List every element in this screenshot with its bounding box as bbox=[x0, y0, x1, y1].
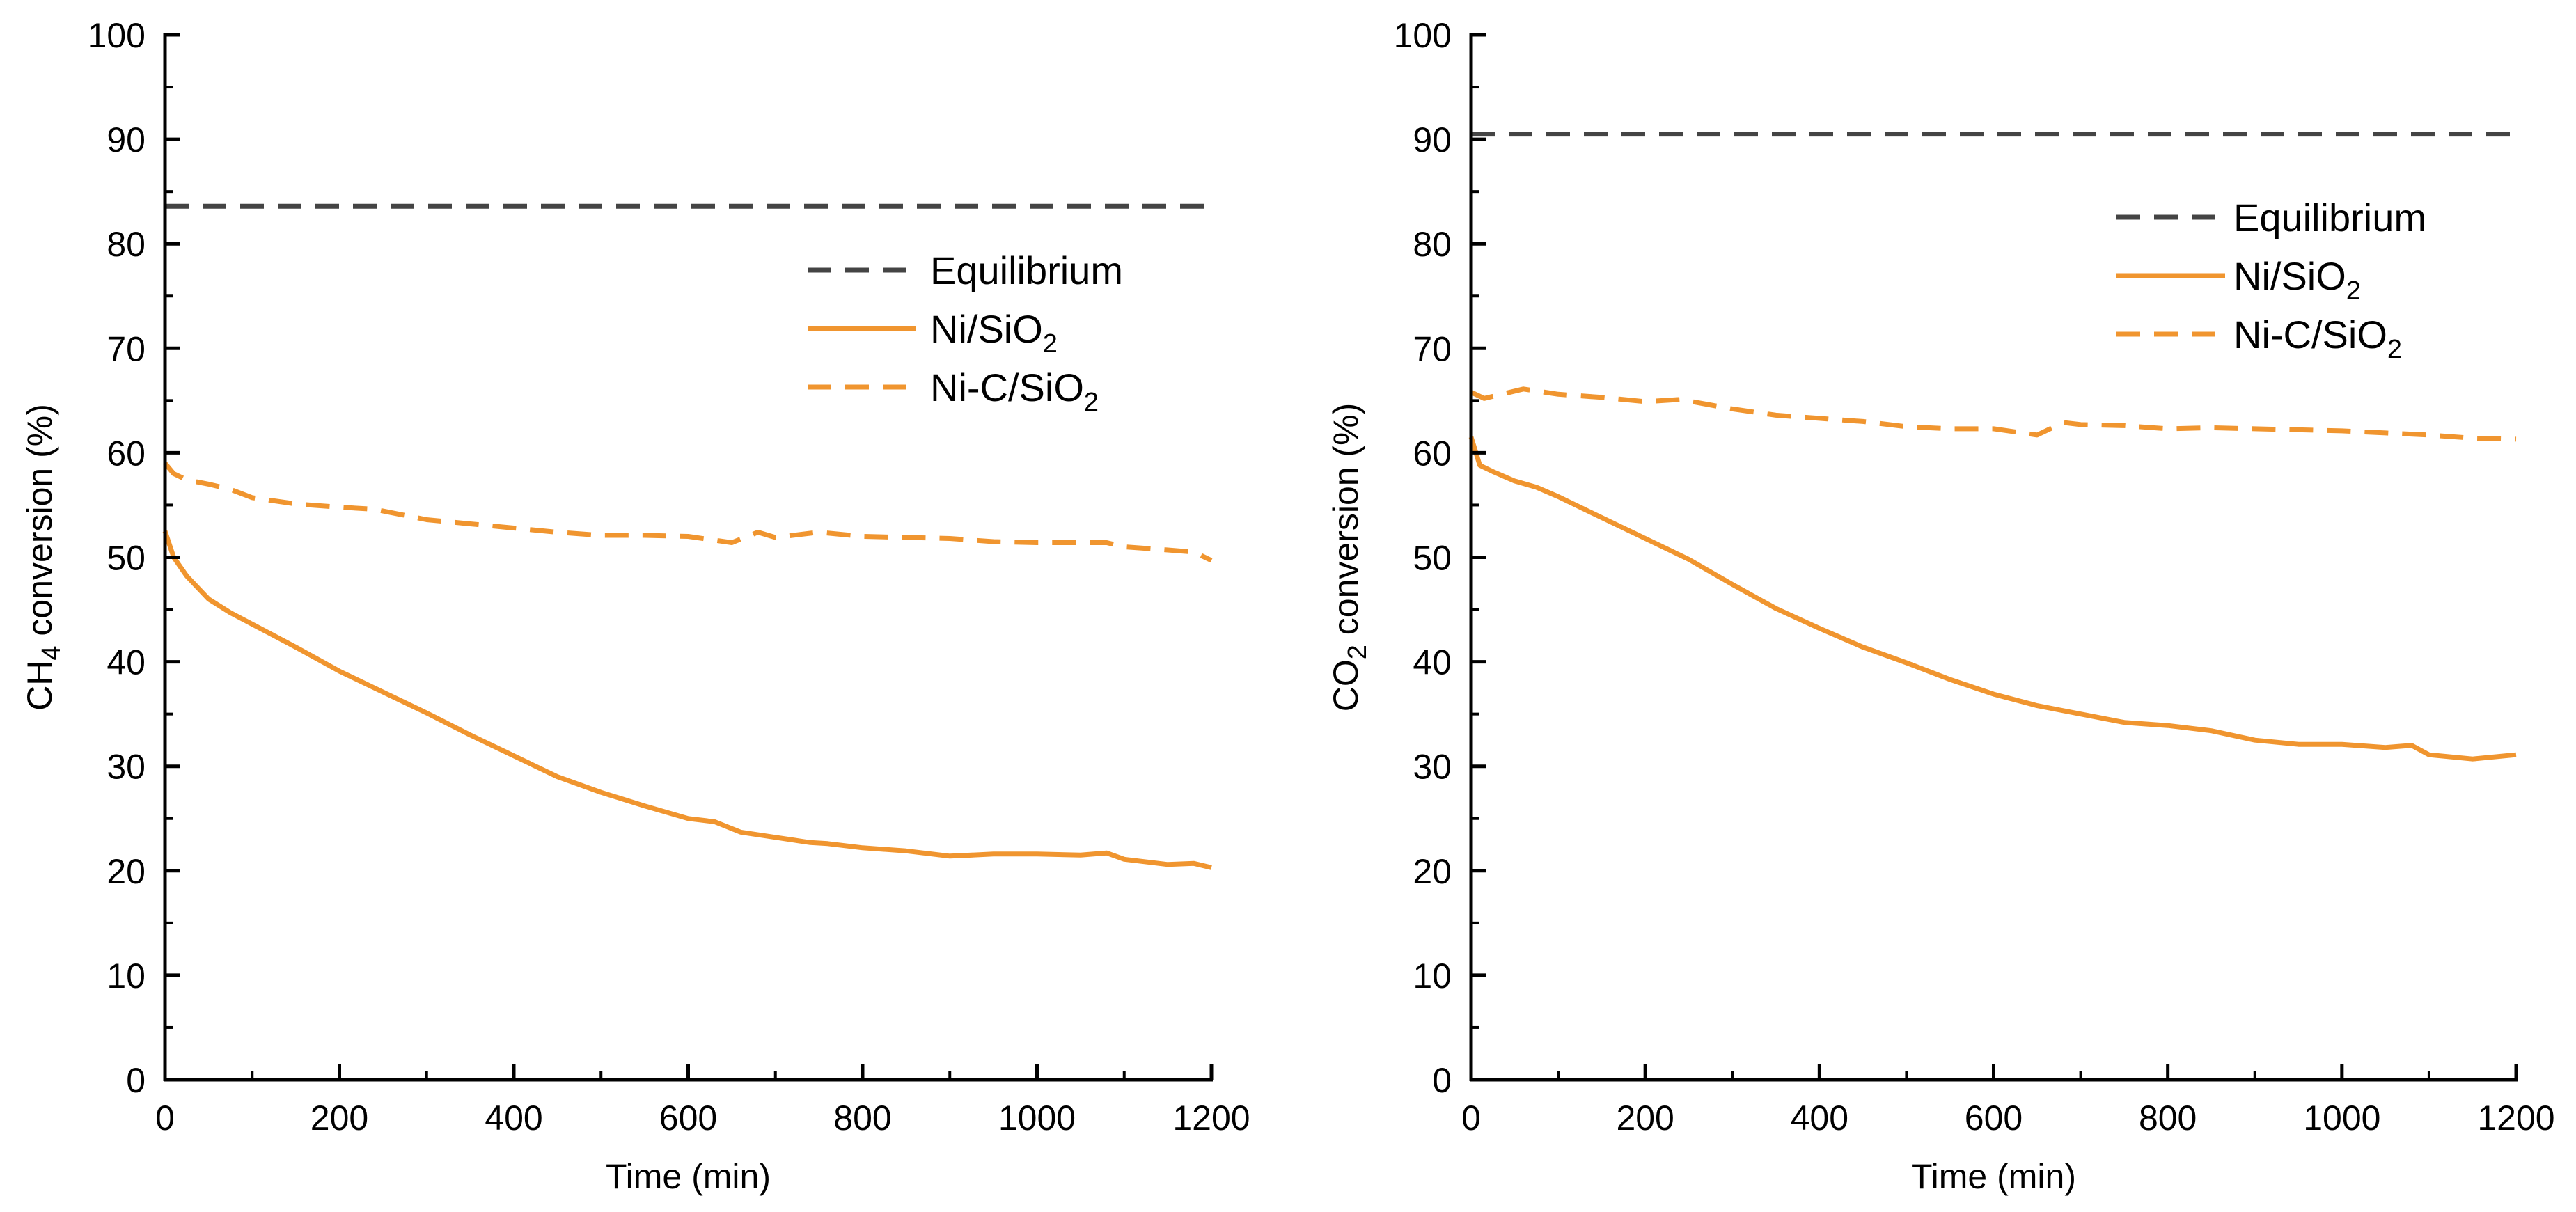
y-tick-label: 10 bbox=[1413, 957, 1452, 995]
x-tick-label: 0 bbox=[1461, 1099, 1481, 1138]
x-tick-label: 1200 bbox=[1172, 1099, 1250, 1138]
legend: Equilibrium Ni/SiO2 Ni-C/SiO2 bbox=[808, 249, 1123, 417]
series-line-ni-sio2 bbox=[162, 530, 1212, 870]
legend: Equilibrium Ni/SiO2 Ni-C/SiO2 bbox=[2116, 196, 2426, 364]
x-tick-label: 800 bbox=[2139, 1099, 2197, 1138]
legend-label-ni-c-sio2: Ni-C/SiO2 bbox=[930, 365, 1099, 417]
y-tick-label: 40 bbox=[107, 643, 146, 682]
x-tick-label: 400 bbox=[485, 1099, 542, 1138]
x-tick-label: 200 bbox=[1616, 1099, 1674, 1138]
x-tick-label: 0 bbox=[155, 1099, 175, 1138]
y-tick-label: 100 bbox=[1394, 16, 1452, 55]
series-line-ni-c-sio2 bbox=[1470, 386, 2517, 442]
series-line-ni-c-sio2 bbox=[163, 462, 1213, 563]
y-tick-label: 30 bbox=[1413, 748, 1452, 787]
y-tick-label: 90 bbox=[107, 120, 146, 159]
y-tick-label: 20 bbox=[1413, 852, 1452, 891]
y-tick-label: 90 bbox=[1413, 120, 1452, 159]
y-axis-title: CH4 conversion (%) bbox=[20, 404, 66, 711]
y-tick-label: 100 bbox=[88, 16, 146, 55]
legend-label-ni-sio2: Ni/SiO2 bbox=[930, 307, 1058, 359]
y-tick-label: 20 bbox=[107, 852, 146, 891]
x-tick-label: 200 bbox=[311, 1099, 368, 1138]
y-tick-label: 0 bbox=[1432, 1061, 1452, 1100]
y-tick-label: 60 bbox=[107, 434, 146, 473]
x-axis-title: Time (min) bbox=[1911, 1157, 2076, 1196]
x-tick-label: 1000 bbox=[2303, 1099, 2380, 1138]
x-tick-label: 600 bbox=[1965, 1099, 2023, 1138]
y-tick-label: 80 bbox=[1413, 225, 1452, 264]
y-tick-label: 30 bbox=[107, 748, 146, 787]
y-axis-title: CO2 conversion (%) bbox=[1326, 403, 1372, 711]
y-tick-label: 80 bbox=[107, 225, 146, 264]
legend-label-equilibrium: Equilibrium bbox=[2233, 196, 2426, 239]
y-tick-label: 50 bbox=[1413, 539, 1452, 578]
legend-label-equilibrium: Equilibrium bbox=[930, 249, 1123, 292]
legend-label-ni-c-sio2: Ni-C/SiO2 bbox=[2233, 313, 2402, 364]
x-axis-title: Time (min) bbox=[606, 1157, 771, 1196]
y-tick-label: 70 bbox=[1413, 329, 1452, 368]
y-tick-label: 40 bbox=[1413, 643, 1452, 682]
x-tick-label: 600 bbox=[659, 1099, 717, 1138]
y-tick-label: 70 bbox=[107, 329, 146, 368]
x-tick-label: 1000 bbox=[998, 1099, 1076, 1138]
x-tick-label: 400 bbox=[1791, 1099, 1848, 1138]
y-tick-label: 60 bbox=[1413, 434, 1452, 473]
series-line-ni-sio2 bbox=[1468, 436, 2517, 762]
legend-label-ni-sio2: Ni/SiO2 bbox=[2233, 254, 2361, 306]
y-tick-label: 10 bbox=[107, 957, 146, 995]
x-tick-label: 1200 bbox=[2477, 1099, 2554, 1138]
y-tick-label: 50 bbox=[107, 539, 146, 578]
y-tick-label: 0 bbox=[126, 1061, 146, 1100]
x-tick-label: 800 bbox=[833, 1099, 891, 1138]
